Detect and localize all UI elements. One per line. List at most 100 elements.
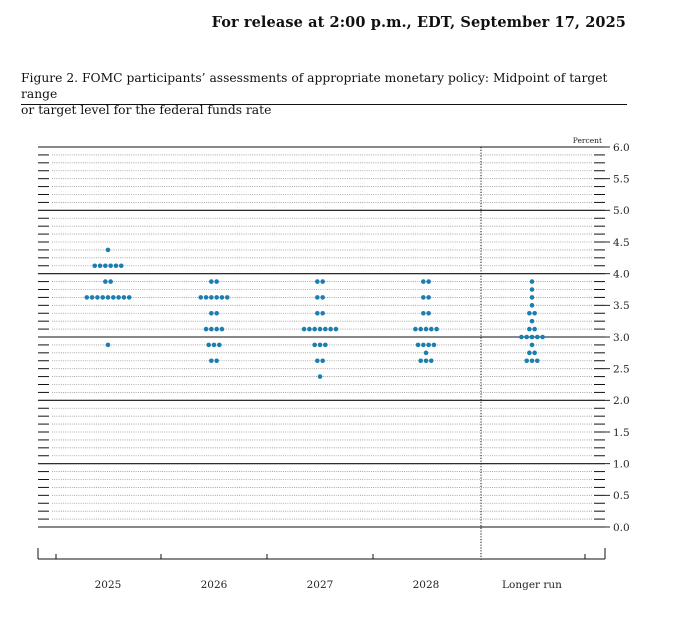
participant-dot (434, 326, 439, 332)
participant-dot (214, 295, 219, 300)
participant-dot (214, 326, 219, 332)
participant-dot (100, 295, 105, 300)
participant-dot (224, 295, 230, 300)
participant-dot (532, 350, 537, 356)
participant-dot (527, 350, 532, 356)
figure-title: Figure 2. FOMC participants’ assessments… (21, 70, 621, 118)
figure-title-line-2: or target level for the federal funds ra… (21, 103, 272, 117)
participant-dot (323, 342, 328, 348)
participant-dot (532, 326, 537, 332)
participant-dot (320, 295, 325, 300)
participant-dot (108, 279, 113, 284)
participant-dot (121, 295, 127, 300)
participant-dot (535, 334, 540, 340)
y-tick-label: 2.5 (613, 363, 630, 375)
participant-dot (423, 358, 429, 364)
participant-dot (535, 358, 540, 364)
x-category-label: 2028 (413, 579, 440, 591)
participant-dot (519, 334, 524, 340)
x-category-label: 2026 (201, 579, 228, 591)
participant-dot (214, 358, 219, 364)
participant-dot (105, 295, 111, 300)
participant-dot (105, 247, 111, 253)
y-tick-label: 4.5 (613, 237, 630, 249)
participant-dot (323, 326, 328, 332)
participant-dot (315, 310, 320, 316)
participant-dot (219, 326, 225, 332)
participant-dot (315, 358, 320, 364)
participant-dot (206, 342, 211, 348)
participant-dot (529, 295, 535, 300)
participant-dot (320, 279, 325, 284)
participant-dot (529, 318, 535, 324)
y-tick-label: 5.0 (613, 205, 630, 217)
participant-dot (431, 342, 437, 348)
y-tick-label: 5.5 (613, 173, 630, 185)
y-tick-label: 3.0 (613, 332, 630, 344)
x-category-label: 2027 (307, 579, 334, 591)
participant-dot (103, 279, 108, 284)
participant-dot (423, 350, 429, 356)
x-category-label: 2025 (95, 579, 122, 591)
participant-dot (203, 295, 209, 300)
participant-dot (203, 326, 209, 332)
participant-dot (217, 342, 222, 348)
participant-dot (423, 326, 429, 332)
participant-dot (126, 295, 132, 300)
y-tick-label: 6.0 (613, 142, 630, 154)
participant-dot (529, 334, 535, 340)
participant-dot (524, 358, 529, 364)
participant-dot (214, 310, 219, 316)
participant-dot (413, 326, 418, 332)
participant-dot (529, 279, 535, 284)
participant-dot (421, 279, 426, 284)
participant-dot (315, 295, 320, 300)
participant-dot (301, 326, 307, 332)
participant-dot (429, 326, 434, 332)
participant-dot (524, 334, 529, 340)
participant-dot (209, 310, 214, 316)
participant-dot (209, 279, 214, 284)
participant-dot (108, 263, 113, 269)
participant-dot (198, 295, 204, 300)
participant-dot (320, 358, 325, 364)
unit-label: Percent (573, 136, 602, 145)
y-tick-label: 3.5 (613, 300, 630, 312)
participant-dot (320, 310, 325, 316)
participant-dot (529, 303, 535, 308)
participant-dot (103, 263, 108, 269)
participant-dot (426, 342, 431, 348)
participant-dot (116, 295, 121, 300)
participant-dot (429, 358, 434, 364)
participant-dot (532, 310, 537, 316)
participant-dot (527, 326, 532, 332)
participant-dot (426, 279, 431, 284)
title-rule (21, 104, 627, 105)
participant-dot (92, 263, 98, 269)
participant-dot (209, 295, 214, 300)
participant-dot (89, 295, 95, 300)
participant-dot (312, 342, 318, 348)
participant-dot (312, 326, 318, 332)
participant-dot (118, 263, 124, 269)
participant-dot (418, 326, 424, 332)
participant-dot (113, 263, 119, 269)
y-tick-label: 1.0 (613, 458, 630, 470)
participant-dot (95, 295, 100, 300)
participant-dot (219, 295, 225, 300)
participant-dot (529, 358, 535, 364)
participant-dot (211, 342, 217, 348)
participant-dot (317, 326, 323, 332)
participant-dot (214, 279, 219, 284)
participant-dot (529, 287, 535, 292)
participant-dot (421, 310, 426, 316)
participant-dot (105, 342, 111, 348)
participant-dot (426, 295, 431, 300)
y-tick-label: 2.0 (613, 395, 630, 407)
participant-dot (333, 326, 339, 332)
y-tick-label: 0.0 (613, 522, 630, 534)
participant-dot (529, 342, 535, 348)
participant-dot (415, 342, 421, 348)
participant-dot (418, 358, 424, 364)
